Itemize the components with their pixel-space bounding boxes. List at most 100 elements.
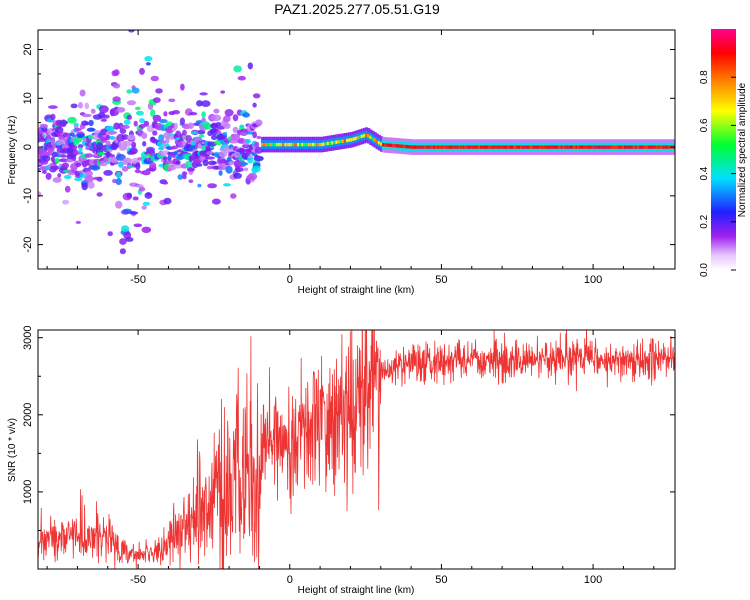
spectrogram-cell: [666, 145, 670, 149]
x-tick-label: 50: [435, 274, 447, 286]
spectrogram-cell: [42, 155, 51, 162]
spectrogram-cell: [145, 62, 151, 66]
spectrogram-cell: [88, 134, 95, 140]
spectrogram-cell: [354, 136, 358, 141]
spectrogram-cell: [143, 120, 150, 127]
spectrogram-cell: [636, 145, 640, 149]
spectrogram-cell: [526, 145, 530, 149]
spectrogram-cell: [84, 102, 90, 110]
spectrogram-cell: [545, 145, 549, 149]
spectrogram-y-label: Frequency (Hz): [7, 116, 18, 185]
spectrogram-cell: [142, 201, 150, 206]
spectrogram-cell: [139, 67, 145, 75]
spectrogram-cell: [141, 205, 147, 210]
snr-y-ticks: 1000 2000 3000: [22, 325, 675, 570]
spectrogram-cell: [515, 145, 519, 149]
spectrogram-cell: [131, 141, 137, 149]
spectrogram-cell: [141, 132, 148, 139]
spectrogram-cell: [45, 172, 52, 180]
spectrogram-cell: [328, 141, 333, 145]
spectrogram-cell: [331, 141, 335, 145]
spectrogram-panel: -50 0 50 100 -20 -10 0 10 20 Height of straight…: [7, 12, 676, 296]
spectrogram-cell: [245, 139, 251, 144]
spectrogram-cell: [655, 145, 660, 149]
spectrogram-cell: [556, 145, 560, 149]
spectrogram-cell: [566, 145, 570, 149]
spectrogram-cell: [532, 145, 536, 149]
spectrogram-cell: [305, 142, 309, 147]
spectrogram-cell: [602, 145, 606, 149]
spectrogram-cell: [144, 192, 153, 199]
spectrogram-cell: [432, 145, 437, 149]
spectrogram-cell: [490, 145, 494, 149]
spectrogram-cell: [407, 145, 411, 149]
spectrogram-cell: [116, 107, 126, 113]
spectrogram-cell: [168, 98, 176, 103]
spectrogram-cell: [211, 114, 222, 122]
x-tick-label: 0: [287, 574, 293, 586]
spectrogram-cell: [401, 144, 405, 148]
spectrogram-cell: [230, 193, 237, 199]
spectrogram-cell: [127, 134, 136, 141]
spectrogram-cell: [426, 145, 430, 149]
spectrogram-cell: [90, 108, 96, 114]
colorbar: 0.0 0.2 0.4 0.6 0.8 Normalized spectral ampl…: [699, 29, 748, 277]
spectrogram-cell: [428, 145, 432, 149]
snr-x-label: Height of straight line (km): [298, 585, 415, 596]
spectrogram-cell: [294, 142, 299, 147]
spectrogram-cell: [48, 105, 58, 109]
spectrogram-cell: [292, 142, 296, 147]
spectrogram-cell: [403, 144, 407, 149]
spectrogram-cell: [126, 89, 133, 94]
spectrogram-cell: [577, 145, 581, 149]
spectrogram-cell: [475, 145, 479, 149]
spectrogram-cell: [641, 145, 645, 149]
x-tick-label: 0: [287, 274, 293, 286]
spectrogram-cell: [541, 145, 545, 149]
spectrogram-cell: [483, 145, 488, 149]
spectrogram-cell: [284, 142, 288, 147]
spectrogram-cell: [162, 181, 169, 185]
spectrogram-cell: [396, 144, 400, 148]
spectrogram-cell: [139, 124, 145, 129]
spectrogram-cell: [116, 171, 122, 179]
y-tick-label: 20: [22, 43, 34, 55]
spectrogram-cell: [230, 135, 241, 141]
spectrogram-cell: [314, 142, 318, 147]
spectrogram-cell: [628, 145, 632, 149]
spectrogram-cell: [103, 169, 113, 176]
snr-series-line: [38, 330, 675, 569]
spectrogram-cell: [84, 121, 90, 126]
spectrogram-cell: [252, 131, 257, 139]
spectrogram-cell: [138, 186, 146, 192]
spectrogram-cell: [233, 65, 242, 73]
spectrogram-cell: [64, 185, 71, 193]
spectrogram-cell: [617, 145, 621, 149]
spectrogram-cell: [182, 174, 187, 180]
spectrogram-cell: [146, 12, 151, 17]
spectrogram-cell: [435, 145, 439, 149]
spectrogram-cell: [142, 141, 147, 147]
spectrogram-cell: [62, 162, 69, 169]
spectrogram-cell: [72, 154, 77, 162]
spectrogram-cell: [118, 268, 123, 269]
spectrogram-cell: [121, 166, 129, 172]
y-tick-label: -20: [22, 237, 34, 253]
snr-x-ticks: -50 0 50 100: [46, 330, 655, 586]
spectrogram-cell: [85, 170, 93, 177]
spectrogram-cell: [549, 145, 553, 149]
spectrogram-cell: [256, 135, 262, 140]
colorbar-tick-label: 0.4: [699, 166, 710, 180]
spectrogram-cell: [146, 148, 155, 155]
spectrogram-cell: [333, 140, 337, 145]
spectrogram-cell: [200, 100, 211, 107]
spectrogram-cell: [522, 145, 526, 149]
spectrogram-cell: [195, 120, 203, 124]
spectrogram-cell: [58, 158, 69, 163]
spectrogram-cell: [96, 192, 103, 197]
spectrogram-cell: [193, 159, 202, 164]
spectrogram-cell: [121, 134, 129, 140]
spectrogram-cell: [486, 145, 490, 149]
spectrogram-cell: [607, 145, 611, 149]
spectrogram-cell: [74, 177, 83, 182]
